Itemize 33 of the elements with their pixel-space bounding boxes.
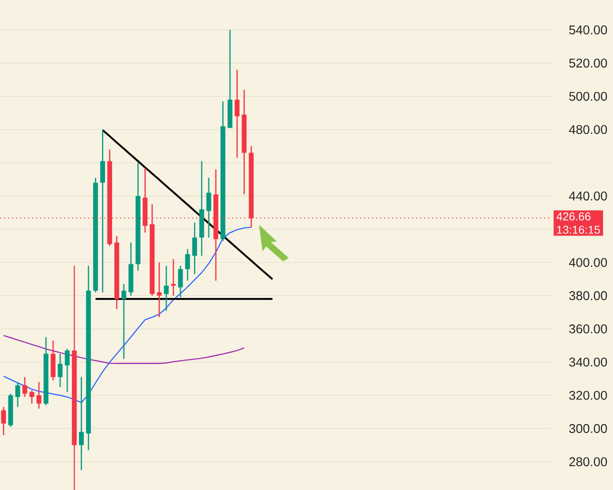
candlestick	[178, 265, 183, 298]
y-tick-label: 320.00	[569, 390, 607, 400]
candlestick	[50, 340, 56, 381]
candlestick	[234, 69, 240, 158]
candlestick	[206, 177, 212, 238]
candlestick	[192, 222, 198, 275]
candlestick	[170, 258, 176, 296]
candlestick	[121, 283, 126, 360]
y-tick-label: 360.00	[569, 324, 607, 334]
candlestick	[185, 248, 190, 282]
y-tick-label: 440.00	[569, 192, 607, 200]
text: 13:16:15	[557, 226, 600, 234]
candlestick	[164, 265, 169, 312]
y-tick-label: 300.00	[569, 424, 607, 434]
candlestick	[36, 381, 42, 410]
candlestick	[64, 348, 70, 393]
y-tick-label: 280.00	[569, 457, 607, 466]
candlestick	[78, 376, 84, 471]
y-tick-label: 500.00	[569, 92, 607, 101]
candlestick	[22, 376, 28, 398]
y-tick-label: 380.00	[569, 291, 607, 300]
y-tick-label: 400.00	[569, 258, 607, 267]
candlestick	[29, 390, 34, 404]
y-tick-label: 480.00	[569, 125, 607, 134]
y-tick-label: 520.00	[569, 58, 607, 68]
y-tick-label: 540.00	[569, 25, 607, 34]
ref-line-label: 426.66	[556, 212, 590, 220]
candlestick	[15, 381, 20, 408]
line-series	[102, 129, 274, 280]
candlestick	[100, 128, 106, 293]
candlestick	[58, 353, 63, 388]
y-tick-label: 340.00	[569, 358, 607, 367]
candlestick	[1, 406, 6, 436]
